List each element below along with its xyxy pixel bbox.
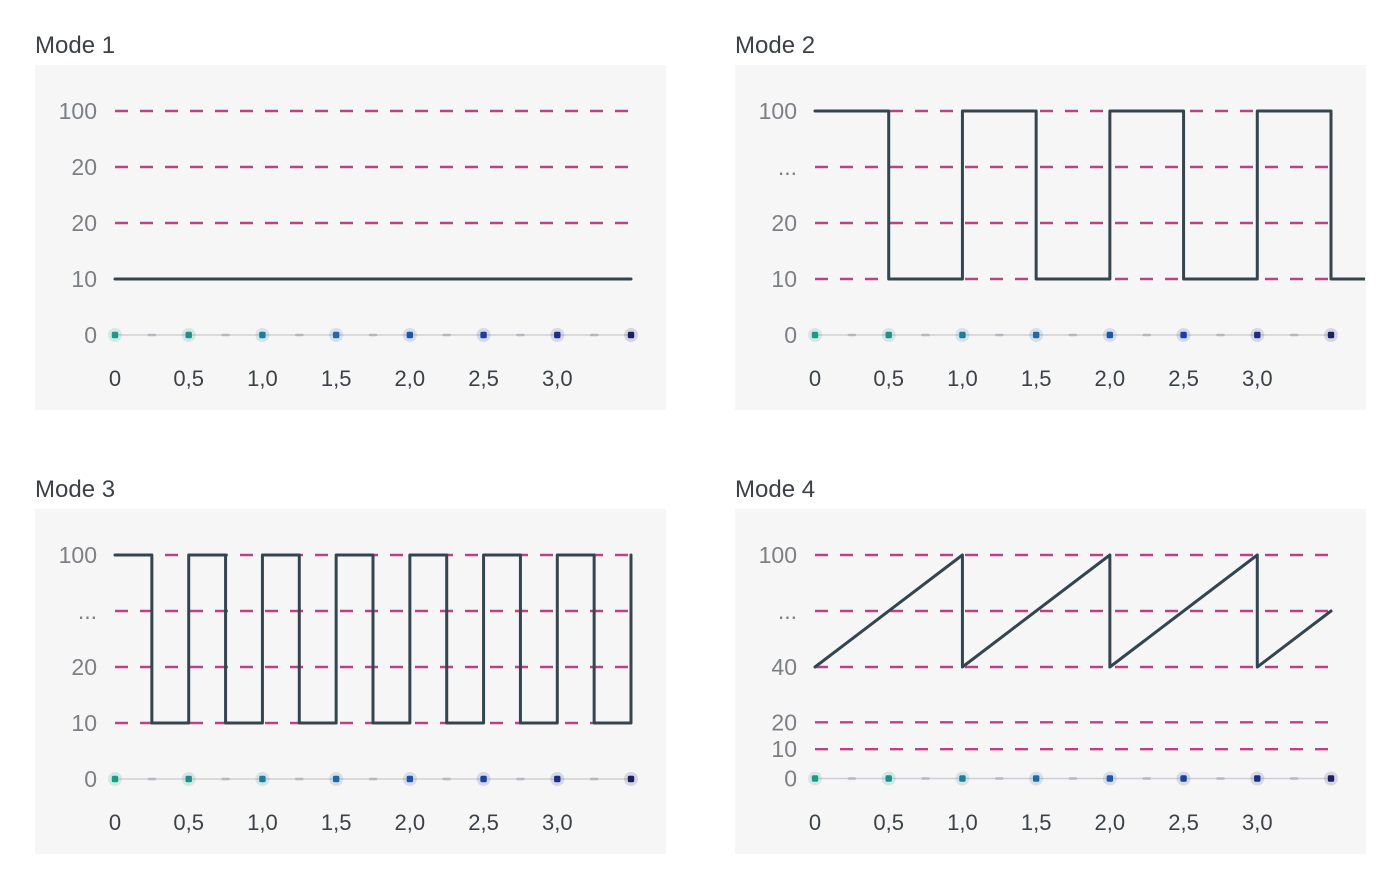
svg-text:0: 0 — [809, 810, 821, 835]
svg-text:20: 20 — [771, 210, 797, 236]
svg-text:100: 100 — [59, 542, 97, 568]
svg-text:0: 0 — [109, 810, 121, 835]
svg-text:1,0: 1,0 — [947, 810, 978, 835]
svg-text:10: 10 — [771, 266, 797, 292]
svg-text:...: ... — [78, 598, 97, 624]
svg-text:20: 20 — [71, 154, 97, 180]
svg-text:2,5: 2,5 — [468, 810, 499, 835]
svg-text:3,0: 3,0 — [1242, 366, 1273, 391]
svg-text:10: 10 — [71, 266, 97, 292]
svg-text:2,0: 2,0 — [1095, 810, 1126, 835]
svg-text:2,5: 2,5 — [468, 366, 499, 391]
svg-text:100: 100 — [759, 98, 797, 124]
svg-text:0: 0 — [784, 322, 797, 348]
svg-text:20: 20 — [71, 210, 97, 236]
svg-text:2,0: 2,0 — [395, 810, 426, 835]
svg-text:1,0: 1,0 — [947, 366, 978, 391]
svg-text:2,0: 2,0 — [1095, 366, 1126, 391]
svg-text:2,5: 2,5 — [1168, 366, 1199, 391]
svg-text:...: ... — [778, 598, 797, 624]
svg-text:...: ... — [778, 154, 797, 180]
svg-text:40: 40 — [771, 654, 797, 680]
svg-text:100: 100 — [759, 542, 797, 568]
svg-text:1,5: 1,5 — [1021, 366, 1052, 391]
svg-text:0: 0 — [109, 366, 121, 391]
svg-text:3,0: 3,0 — [1242, 810, 1273, 835]
svg-text:2,5: 2,5 — [1168, 810, 1199, 835]
svg-text:0: 0 — [84, 322, 97, 348]
svg-text:1,0: 1,0 — [247, 366, 278, 391]
svg-text:10: 10 — [71, 710, 97, 736]
svg-text:0,5: 0,5 — [873, 366, 904, 391]
svg-text:0: 0 — [784, 766, 797, 792]
svg-text:3,0: 3,0 — [542, 366, 573, 391]
svg-text:0,5: 0,5 — [873, 810, 904, 835]
svg-text:1,5: 1,5 — [321, 810, 352, 835]
svg-text:100: 100 — [59, 98, 97, 124]
svg-text:0: 0 — [809, 366, 821, 391]
svg-text:3,0: 3,0 — [542, 810, 573, 835]
svg-text:2,0: 2,0 — [395, 366, 426, 391]
svg-text:0: 0 — [84, 766, 97, 792]
svg-text:0,5: 0,5 — [173, 810, 204, 835]
svg-text:0,5: 0,5 — [173, 366, 204, 391]
svg-text:1,0: 1,0 — [247, 810, 278, 835]
svg-text:1,5: 1,5 — [1021, 810, 1052, 835]
svg-text:10: 10 — [771, 736, 797, 762]
svg-text:20: 20 — [771, 709, 797, 735]
svg-text:1,5: 1,5 — [321, 366, 352, 391]
svg-text:20: 20 — [71, 654, 97, 680]
